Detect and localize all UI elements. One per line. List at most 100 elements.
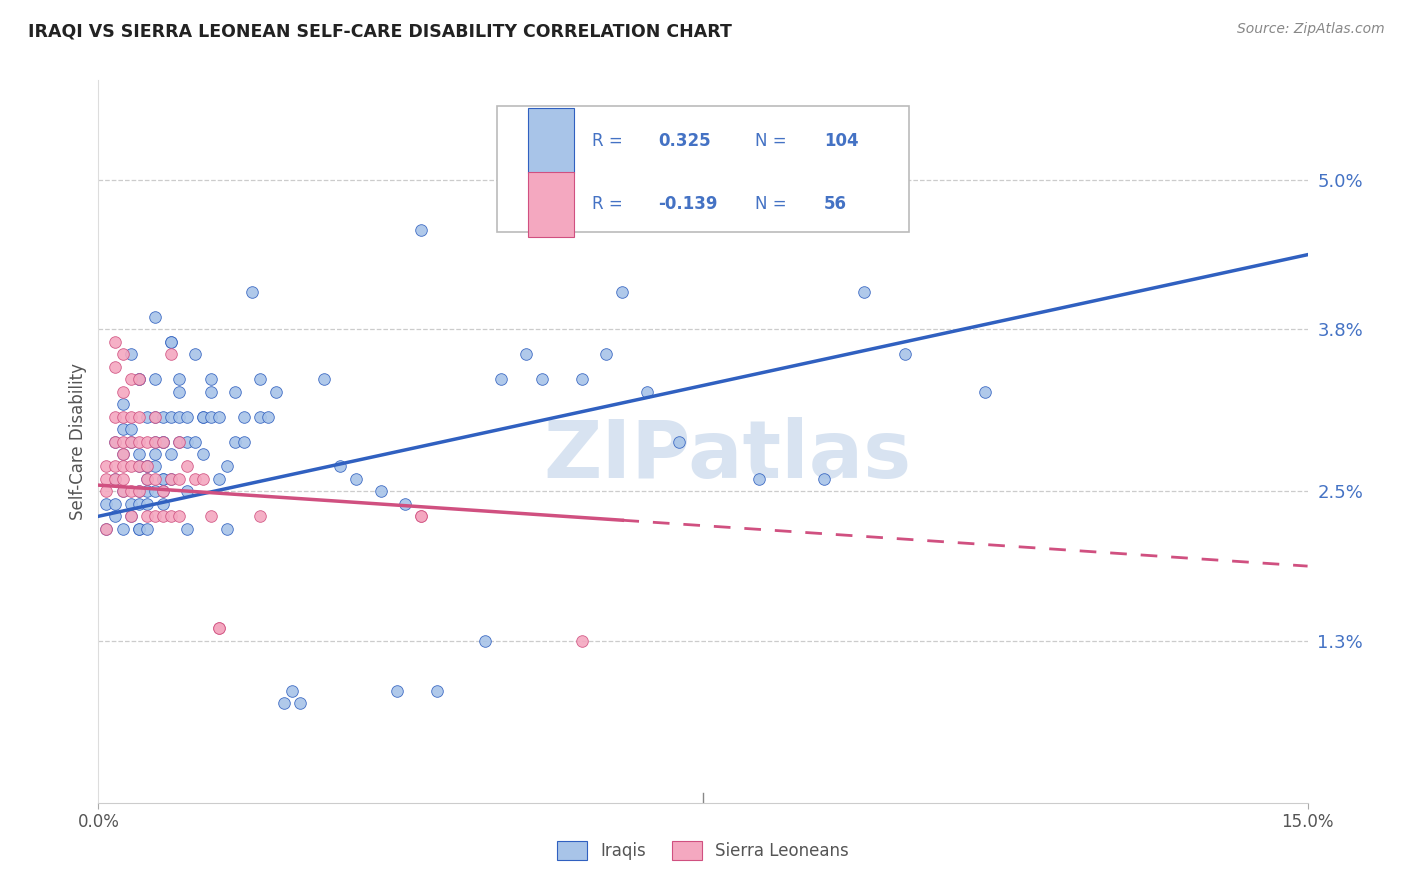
Text: Source: ZipAtlas.com: Source: ZipAtlas.com [1237,22,1385,37]
Point [128,522,150,536]
Point [167,409,190,424]
Point [217,459,239,474]
Point [143,409,166,424]
Point [128,447,150,461]
Point [96,522,118,536]
Point [152,434,174,449]
Point [409,223,432,237]
Point [208,621,231,635]
Point [224,434,246,449]
Point [184,434,207,449]
Point [103,459,125,474]
Point [208,472,231,486]
Point [893,347,915,361]
Point [193,472,215,486]
Point [249,372,271,386]
Point [128,522,150,536]
Text: R =: R = [592,132,627,150]
Point [200,409,222,424]
Point [120,509,142,524]
Point [111,384,134,399]
Point [160,347,183,361]
Point [120,434,142,449]
Point [135,409,157,424]
Point [111,447,134,461]
Point [111,434,134,449]
Point [103,434,125,449]
Point [595,347,617,361]
Point [135,472,157,486]
Point [128,372,150,386]
Point [208,621,231,635]
Point [103,509,125,524]
Point [152,509,174,524]
Point [571,372,593,386]
Point [249,409,271,424]
Point [128,372,150,386]
Point [128,409,150,424]
Point [394,497,416,511]
Point [103,472,125,486]
Point [128,434,150,449]
Point [200,384,222,399]
Point [152,472,174,486]
Point [152,484,174,499]
Point [103,497,125,511]
Text: N =: N = [755,195,792,213]
Point [135,459,157,474]
Text: 104: 104 [824,132,859,150]
Point [160,509,183,524]
Point [160,472,183,486]
Point [143,484,166,499]
Point [426,683,449,698]
Point [128,459,150,474]
Legend: Iraqis, Sierra Leoneans: Iraqis, Sierra Leoneans [551,834,855,867]
Point [152,434,174,449]
Point [111,347,134,361]
Point [152,497,174,511]
Point [160,409,183,424]
Point [143,509,166,524]
Point [974,384,997,399]
Point [111,397,134,411]
Point [135,459,157,474]
Point [193,447,215,461]
Point [111,484,134,499]
Point [111,447,134,461]
Point [152,472,174,486]
Point [111,422,134,436]
Point [111,472,134,486]
Point [249,509,271,524]
Point [167,434,190,449]
Point [143,372,166,386]
Point [120,372,142,386]
Point [167,434,190,449]
Point [200,509,222,524]
Point [160,334,183,349]
Point [184,347,207,361]
Point [96,472,118,486]
Point [111,522,134,536]
Point [409,509,432,524]
Point [103,359,125,374]
Point [96,484,118,499]
Point [176,409,198,424]
Point [370,484,392,499]
Point [111,409,134,424]
Point [135,509,157,524]
Point [103,409,125,424]
Point [571,633,593,648]
Bar [527,109,574,173]
Point [281,683,304,698]
Point [668,434,690,449]
Point [96,459,118,474]
Point [143,434,166,449]
Text: 56: 56 [824,195,846,213]
Point [748,472,770,486]
Point [208,409,231,424]
Point [329,459,352,474]
Point [176,522,198,536]
Point [103,334,125,349]
Point [135,484,157,499]
Point [193,409,215,424]
